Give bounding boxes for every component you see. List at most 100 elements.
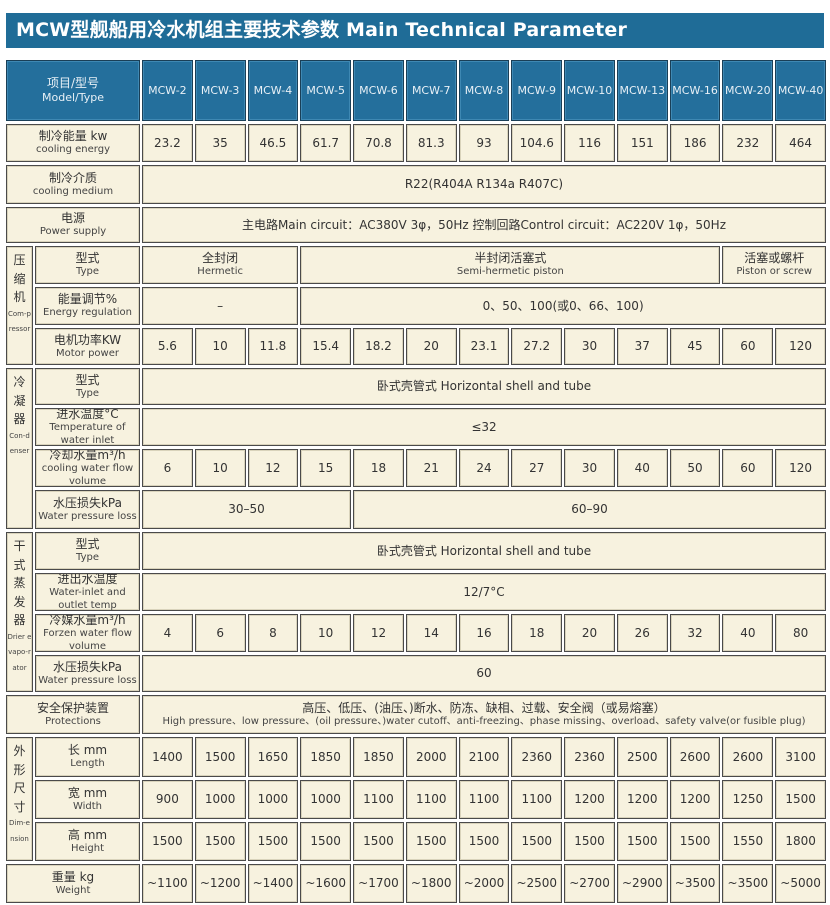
- value-cell: 1200: [669, 780, 721, 819]
- row-label-cn: 冷却水量m³/h: [49, 449, 126, 462]
- value-text: 1500: [204, 749, 236, 764]
- value-text: ~1100: [147, 876, 188, 890]
- value-text: 27.2: [523, 339, 551, 353]
- value-text: 70.8: [365, 135, 392, 150]
- value-cell: 1100: [353, 780, 404, 819]
- value-text: 16: [476, 625, 492, 640]
- merged-value-cell: 卧式壳管式 Horizontal shell and tube: [142, 368, 826, 405]
- value-cell: 45: [669, 328, 721, 365]
- value-text: 24: [476, 460, 492, 475]
- group-label-cn: 外形尺寸: [13, 744, 26, 814]
- value-text: 1500: [152, 834, 183, 848]
- value-text: 主电路Main circuit：AC380V 3φ，50Hz 控制回路Contr…: [241, 217, 727, 232]
- value-text: 40: [740, 625, 756, 640]
- value-text: 1500: [363, 834, 394, 848]
- value-cell: 1500: [405, 822, 457, 861]
- value-cell: 1800: [775, 822, 826, 861]
- value-text: 1800: [785, 834, 816, 848]
- value-cell: 3100: [775, 737, 826, 777]
- value-text-en: High pressure、low pressure、(oil pressure…: [162, 715, 806, 727]
- group-label-en: Drier evapo-rator: [7, 632, 32, 672]
- value-text: 8: [269, 625, 277, 640]
- merged-value-cell: 主电路Main circuit：AC380V 3φ，50Hz 控制回路Contr…: [142, 207, 826, 243]
- value-cell: 6: [194, 614, 246, 652]
- value-cell: 2600: [669, 737, 721, 777]
- value-cell: 27: [511, 449, 563, 487]
- group-dimension: 外形尺寸 Dim-ension: [6, 737, 33, 861]
- value-cell: ~1700: [353, 864, 404, 903]
- value-text: 1650: [257, 749, 289, 764]
- value-cell: 24: [458, 449, 510, 487]
- value-text: 4: [163, 625, 172, 640]
- value-text: 1850: [363, 749, 394, 764]
- value-cell: ~1100: [142, 864, 193, 903]
- row-label: 进出水温度 Water-inlet and outlet temp: [35, 573, 140, 611]
- value-cell: 18: [353, 449, 404, 487]
- model-name: MCW-5: [306, 83, 345, 97]
- value-text: 1200: [574, 792, 605, 806]
- row-label-en: Protections: [45, 715, 101, 727]
- model-name: MCW-8: [464, 83, 504, 97]
- value-text: 232: [736, 135, 760, 150]
- value-text: 1100: [415, 792, 447, 806]
- technical-parameter-table: 项目/型号 Model/Type MCW-2 MCW-3 MCW-4 MCW-5 MCW-6…: [6, 60, 826, 903]
- value-text: ~1600: [305, 876, 346, 890]
- value-cell: 23.2: [142, 124, 193, 162]
- value-text: 2360: [521, 749, 553, 764]
- value-cell: 61.7: [300, 124, 352, 162]
- value-text: 12: [370, 625, 387, 640]
- value-cell: 1500: [616, 822, 668, 861]
- value-cell: 232: [722, 124, 774, 162]
- value-text: 1000: [257, 792, 289, 806]
- value-cell: 18: [511, 614, 563, 652]
- value-text: 1200: [627, 792, 658, 806]
- value-cell: 2600: [722, 737, 774, 777]
- row-label-en: Water pressure loss: [38, 674, 137, 686]
- value-text: 10: [212, 339, 228, 353]
- merged-value-cell: 12/7°C: [142, 573, 826, 611]
- value-text: 12: [265, 460, 281, 475]
- value-text: 1500: [521, 834, 553, 848]
- value-cell: 1100: [511, 780, 563, 819]
- value-cell: 10: [194, 449, 246, 487]
- row-label: 重量 kg Weight: [6, 864, 140, 903]
- value-text: 20: [423, 339, 439, 353]
- value-cell: 12: [247, 449, 299, 487]
- value-cell: 1000: [247, 780, 299, 819]
- value-text: 1400: [152, 749, 183, 764]
- value-cell: 1850: [353, 737, 404, 777]
- value-text: 6: [163, 460, 172, 475]
- value-text: 61.7: [312, 135, 340, 150]
- row-label-en: Motor power: [56, 347, 119, 359]
- value-text: ~3500: [727, 876, 769, 890]
- value-cell: 2360: [511, 737, 563, 777]
- row-label: 长 mm Length: [35, 737, 140, 777]
- page-title: MCW型舰船用冷水机组主要技术参数 Main Technical Paramet…: [6, 13, 824, 48]
- value-text: 2600: [732, 749, 764, 764]
- value-cell: 46.5: [247, 124, 299, 162]
- value-cell: 2360: [564, 737, 615, 777]
- value-cell: 1500: [300, 822, 352, 861]
- group-condenser: 冷凝器 Con-denser: [6, 368, 33, 529]
- merged-value-cell: 60: [142, 655, 826, 692]
- row-label: 能量调节% Energy regulation: [35, 287, 140, 325]
- value-cell: 70.8: [353, 124, 404, 162]
- header-model-mcw-20: MCW-20: [722, 60, 774, 121]
- value-text: 1100: [521, 792, 553, 806]
- value-text: 1100: [363, 792, 394, 806]
- value-cell: 1500: [194, 737, 246, 777]
- header-model-mcw-10: MCW-10: [564, 60, 615, 121]
- row-label-en: cooling medium: [32, 185, 114, 197]
- value-cell: 1250: [722, 780, 774, 819]
- header-model-mcw-8: MCW-8: [458, 60, 510, 121]
- value-cell: 1200: [564, 780, 615, 819]
- model-name: MCW-6: [359, 83, 398, 97]
- value-text: 60: [740, 339, 756, 353]
- group-compressor: 压缩机 Com-pressor: [6, 246, 33, 365]
- value-text: ~5000: [780, 876, 821, 890]
- model-name: MCW-3: [200, 83, 240, 97]
- value-text: 10: [318, 625, 334, 640]
- row-label: 水压损失kPa Water pressure loss: [35, 490, 140, 529]
- row-label-cn: 型式: [75, 537, 100, 552]
- value-text: 151: [630, 135, 654, 150]
